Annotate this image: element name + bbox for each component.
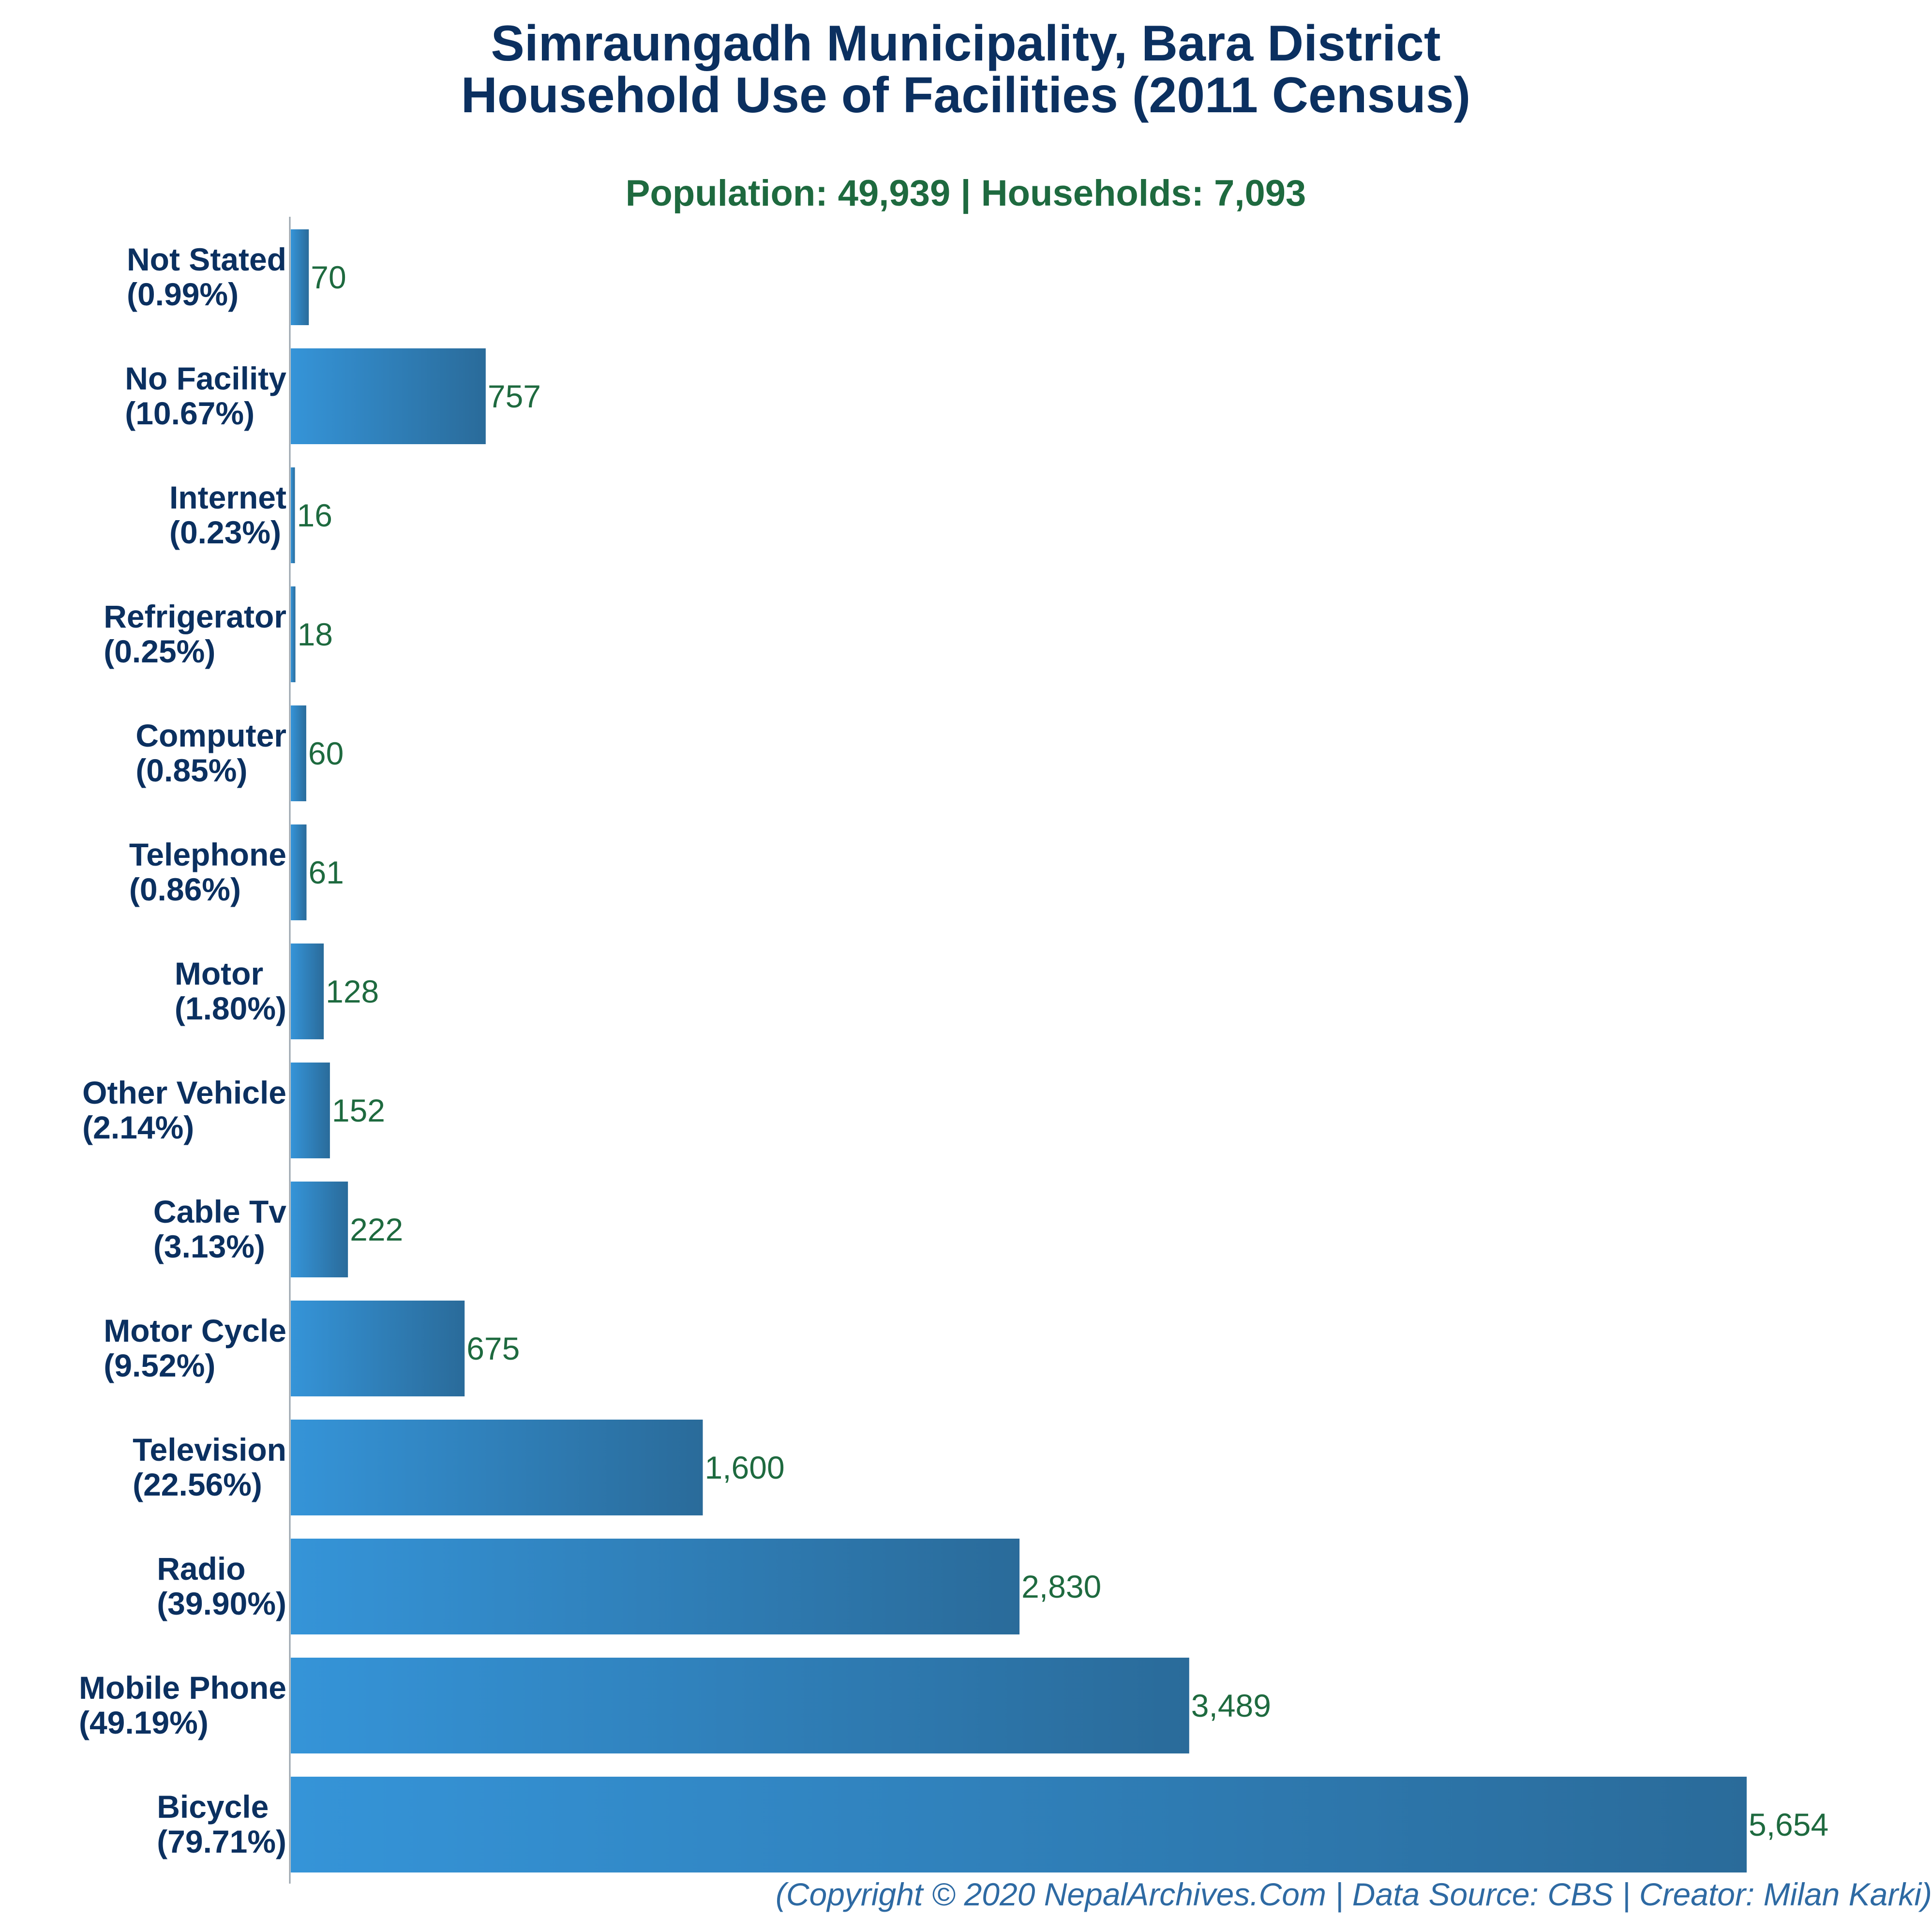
value-labels-group: 70 757 16 18 60 61 128 152 222 675 1,600 2,830 3,489… xyxy=(297,259,1829,1842)
value-label: 152 xyxy=(332,1093,385,1128)
bar-not-stated xyxy=(291,229,309,325)
category-label: Radio (39.90%) xyxy=(157,1551,286,1621)
value-label: 2,830 xyxy=(1021,1569,1101,1604)
value-label: 222 xyxy=(350,1212,403,1247)
value-label: 675 xyxy=(466,1331,520,1366)
category-percent: (0.86%) xyxy=(129,871,241,907)
category-percent: (79.71%) xyxy=(157,1824,286,1859)
category-label: Bicycle (79.71%) xyxy=(157,1789,286,1859)
bar-mobile-phone xyxy=(291,1658,1189,1753)
category-percent: (0.23%) xyxy=(169,514,281,550)
category-label: Television (22.56%) xyxy=(133,1432,286,1502)
category-name: No Facility xyxy=(125,360,286,396)
category-label: Other Vehicle (2.14%) xyxy=(82,1075,286,1145)
category-percent: (3.13%) xyxy=(153,1228,265,1264)
category-name: Telephone xyxy=(129,837,286,872)
category-percent: (10.67%) xyxy=(125,395,255,431)
bar-television xyxy=(291,1420,703,1515)
bar-telephone xyxy=(291,824,307,920)
value-label: 60 xyxy=(308,735,344,771)
category-name: Television xyxy=(133,1432,286,1468)
category-name: Not Stated xyxy=(127,241,286,277)
category-percent: (9.52%) xyxy=(104,1348,215,1383)
bar-motor xyxy=(291,944,324,1039)
bar-cable-tv xyxy=(291,1182,348,1277)
category-label: No Facility (10.67%) xyxy=(125,360,286,431)
chart-subtitle: Population: 49,939 | Households: 7,093 xyxy=(626,173,1306,214)
category-label: Internet (0.23%) xyxy=(169,479,286,550)
category-label: Motor Cycle (9.52%) xyxy=(104,1313,286,1383)
category-label: Computer (0.85%) xyxy=(135,718,286,788)
chart-title-line2: Household Use of Facilities (2011 Census… xyxy=(461,67,1470,123)
value-label: 18 xyxy=(298,616,333,652)
bar-other-vehicle xyxy=(291,1063,330,1158)
bar-radio xyxy=(291,1539,1020,1634)
category-name: Refrigerator xyxy=(104,599,286,634)
category-percent: (0.85%) xyxy=(135,752,247,788)
bar-refrigerator xyxy=(291,586,296,682)
bar-no-facility xyxy=(291,348,486,444)
value-label: 1,600 xyxy=(705,1450,785,1485)
category-percent: (2.14%) xyxy=(82,1109,194,1145)
bars-group xyxy=(291,229,1747,1872)
category-label: Mobile Phone (49.19%) xyxy=(79,1670,286,1740)
value-label: 128 xyxy=(326,973,379,1009)
value-label: 16 xyxy=(297,497,332,533)
bar-computer xyxy=(291,705,306,801)
category-label: Telephone (0.86%) xyxy=(129,837,286,907)
category-label: Motor (1.80%) xyxy=(175,956,286,1026)
value-label: 5,654 xyxy=(1749,1807,1828,1842)
value-label: 61 xyxy=(308,854,344,890)
category-percent: (39.90%) xyxy=(157,1586,286,1621)
category-label: Not Stated (0.99%) xyxy=(127,241,286,312)
category-labels-group: Not Stated (0.99%) No Facility (10.67%) Inte… xyxy=(79,241,286,1859)
category-percent: (22.56%) xyxy=(133,1467,262,1502)
category-name: Other Vehicle xyxy=(82,1075,286,1110)
bar-internet xyxy=(291,467,295,563)
category-name: Motor Cycle xyxy=(104,1313,286,1348)
category-name: Mobile Phone xyxy=(79,1670,286,1706)
category-label: Cable Tv (3.13%) xyxy=(153,1194,286,1264)
category-name: Motor xyxy=(175,956,263,991)
category-name: Internet xyxy=(169,479,286,515)
category-label: Refrigerator (0.25%) xyxy=(104,599,286,669)
footer-credit: (Copyright © 2020 NepalArchives.Com | Da… xyxy=(776,1876,1932,1913)
category-name: Computer xyxy=(135,718,286,753)
value-label: 757 xyxy=(488,378,541,414)
bar-motor-cycle xyxy=(291,1301,465,1396)
category-percent: (49.19%) xyxy=(79,1705,209,1740)
category-percent: (0.25%) xyxy=(104,633,215,669)
value-label: 70 xyxy=(311,259,346,295)
value-label: 3,489 xyxy=(1191,1688,1271,1723)
category-percent: (0.99%) xyxy=(127,276,239,312)
category-name: Radio xyxy=(157,1551,245,1587)
category-name: Bicycle xyxy=(157,1789,269,1825)
category-percent: (1.80%) xyxy=(175,990,286,1026)
bar-bicycle xyxy=(291,1777,1747,1872)
chart-title-line1: Simraungadh Municipality, Bara District xyxy=(491,15,1441,72)
category-name: Cable Tv xyxy=(153,1194,286,1229)
